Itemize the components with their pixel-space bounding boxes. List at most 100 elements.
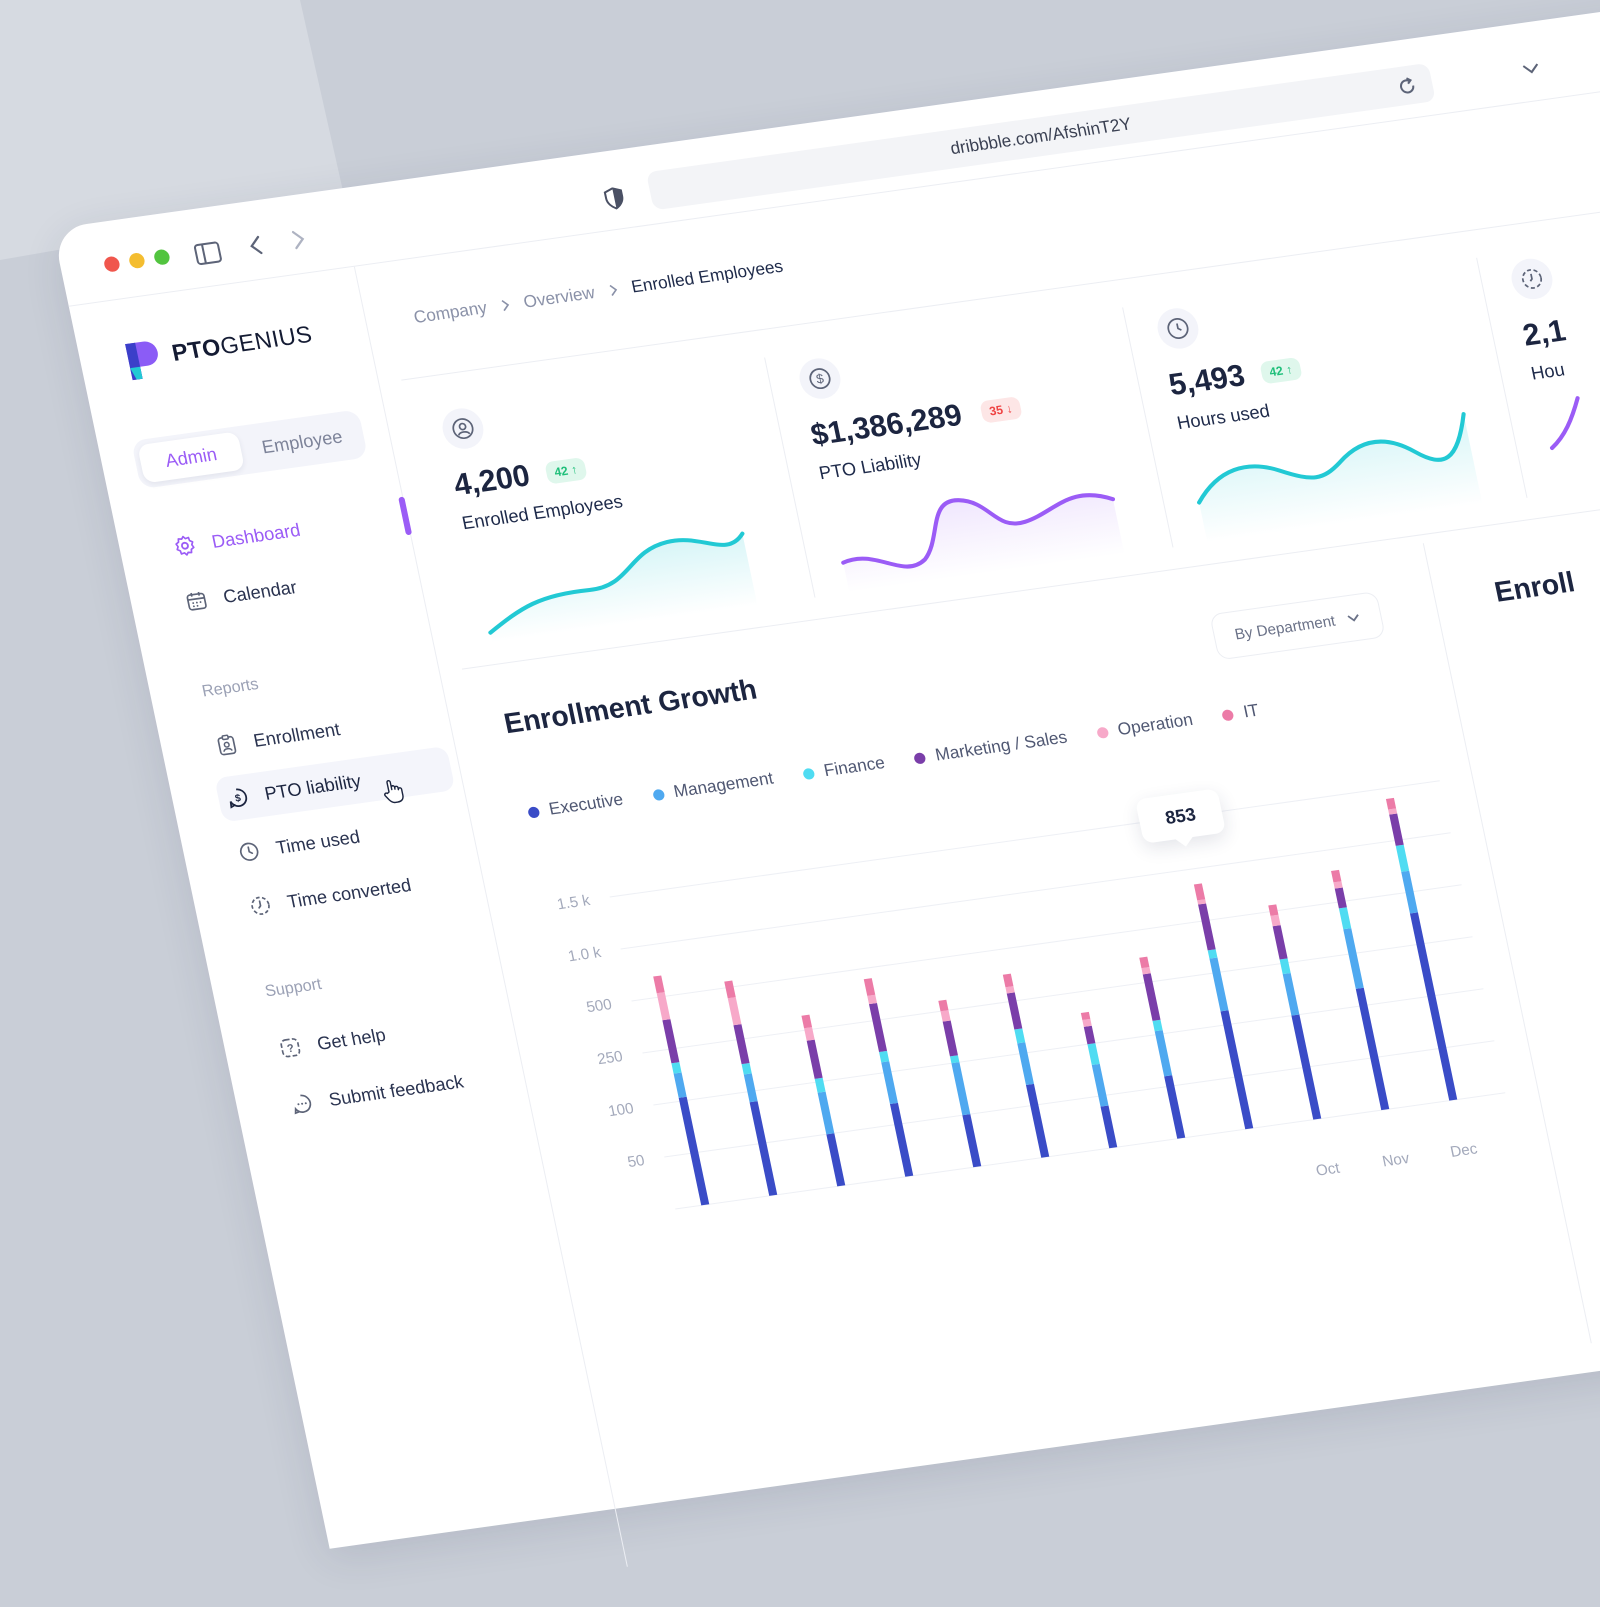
- help-icon: ?: [277, 1035, 304, 1060]
- bar-segment-operation: [867, 995, 877, 1004]
- sidebar-item-label: Enrollment: [252, 718, 342, 751]
- tooltip-value: 853: [1163, 804, 1197, 828]
- bar-segment-marketing-sales: [733, 1024, 749, 1064]
- bar-segment-finance: [1014, 1028, 1025, 1043]
- clock-dashed-icon: [1508, 256, 1556, 302]
- chevron-right-icon: [499, 298, 511, 313]
- calendar-icon: [183, 588, 210, 613]
- bar-segment-finance: [1152, 1020, 1162, 1032]
- bar-segment-it: [938, 1000, 948, 1012]
- dollar-icon: $: [796, 356, 844, 402]
- chevron-right-icon: [607, 283, 619, 298]
- legend-swatch: [527, 806, 540, 819]
- bar-segment-finance: [1339, 907, 1351, 929]
- dropdown-value: By Department: [1233, 612, 1337, 643]
- sidebar-item-label: Submit feedback: [327, 1071, 465, 1111]
- legend-swatch: [652, 788, 665, 801]
- admin-tab[interactable]: Admin: [137, 431, 245, 483]
- bar-segment-finance: [1087, 1043, 1099, 1065]
- bar-segment-operation: [1082, 1019, 1091, 1027]
- bar-segment-it: [1268, 904, 1278, 916]
- bar-segment-management: [744, 1073, 758, 1102]
- bar-segment-finance: [671, 1062, 681, 1074]
- bar-segment-marketing-sales: [1084, 1026, 1096, 1044]
- sidebar-item-label: Time converted: [285, 874, 413, 912]
- svg-text:?: ?: [286, 1043, 295, 1056]
- browser-window: dribbble.com/AfshinT2Y PTOGENIUS Admin E…: [60, 2, 1600, 1540]
- stat-label: Hou: [1529, 359, 1566, 385]
- bar-segment-executive: [1101, 1106, 1118, 1149]
- bar-segment-marketing-sales: [1198, 903, 1216, 950]
- trend-badge: 42 ↑: [544, 457, 587, 484]
- bar-segment-executive: [826, 1133, 845, 1186]
- bar-segment-finance: [742, 1063, 752, 1075]
- legend-swatch: [1096, 726, 1109, 739]
- stat-value: 2,1: [1520, 314, 1569, 354]
- bar-segment-management: [1017, 1042, 1034, 1085]
- dollar-icon: $: [225, 785, 252, 810]
- legend-swatch: [802, 767, 815, 780]
- y-tick-label: 1.5 k: [556, 892, 592, 913]
- employee-tab[interactable]: Employee: [242, 415, 362, 469]
- user-icon: [439, 406, 487, 452]
- bar-segment-it: [1386, 798, 1396, 810]
- bar-segment-marketing-sales: [662, 1019, 679, 1063]
- chevron-down-icon[interactable]: [1521, 62, 1542, 77]
- bar-segment-operation: [1141, 967, 1150, 974]
- trend-badge: 42 ↑: [1259, 357, 1302, 384]
- bar-segment-executive: [1220, 1010, 1253, 1129]
- sidebar-item-label: PTO liability: [263, 770, 363, 804]
- trend-badge: 35 ↓: [979, 396, 1022, 423]
- bar-segment-operation: [1005, 986, 1014, 993]
- gridline: [621, 833, 1451, 949]
- gear-icon: [172, 533, 199, 558]
- bar-segment-it: [1139, 957, 1149, 969]
- bar-segment-management: [951, 1062, 970, 1115]
- shield-icon[interactable]: [602, 186, 627, 211]
- bar-segment-it: [653, 975, 664, 993]
- reload-icon[interactable]: [1395, 75, 1419, 98]
- gridline: [642, 937, 1472, 1053]
- bar-segment-finance: [950, 1055, 959, 1063]
- bar-segment-marketing-sales: [1007, 992, 1023, 1029]
- chevron-down-icon: [1346, 612, 1361, 623]
- stat-value: 5,493: [1166, 359, 1248, 404]
- bar-segment-management: [1283, 973, 1300, 1016]
- stat-card-hours-used: 5,493 42 ↑ Hours used: [1120, 248, 1532, 558]
- gridline: [653, 989, 1483, 1105]
- stat-card-enrolled: 4,200 42 ↑ Enrolled Employees: [405, 348, 817, 658]
- sidebar-item-label: Time used: [274, 826, 362, 859]
- y-tick-label: 250: [596, 1048, 625, 1068]
- stat-value: 4,200: [451, 459, 533, 504]
- sidebar-item-label: Get help: [315, 1024, 387, 1055]
- svg-text:$: $: [234, 793, 242, 805]
- bar-segment-finance: [1208, 949, 1218, 958]
- y-tick-label: 500: [585, 996, 614, 1016]
- stat-card-pto-liability: $ $1,386,289 35 ↓ PTO Liability: [762, 298, 1174, 608]
- x-tick-label: Oct: [1314, 1160, 1342, 1180]
- bar-segment-it: [1081, 1012, 1090, 1020]
- bar-segment-management: [1343, 928, 1364, 989]
- bar-segment-management: [674, 1073, 687, 1098]
- bar-segment-it: [801, 1015, 812, 1029]
- bar-segment-executive: [1026, 1084, 1049, 1158]
- bar-segment-marketing-sales: [1273, 925, 1288, 959]
- bar-segment-management: [1092, 1064, 1109, 1107]
- y-tick-label: 100: [607, 1100, 636, 1120]
- sidebar-item-label: Calendar: [221, 576, 298, 607]
- bar-segment-marketing-sales: [1335, 888, 1347, 909]
- bar-segment-executive: [1410, 912, 1457, 1100]
- gridline: [632, 885, 1462, 1001]
- bar-segment-executive: [962, 1114, 981, 1167]
- badge-value: 42: [1268, 363, 1284, 379]
- x-tick-label: Dec: [1449, 1140, 1480, 1161]
- bar-segment-marketing-sales: [943, 1021, 958, 1057]
- badge-value: 35: [988, 403, 1004, 419]
- logo-bold: PTO: [170, 333, 224, 366]
- sidebar-item-label: Dashboard: [210, 519, 302, 552]
- bar-segment-management: [1155, 1030, 1172, 1076]
- bar-segment-operation: [1270, 915, 1280, 927]
- badge-value: 42: [553, 464, 569, 480]
- bar-segment-marketing-sales: [807, 1040, 823, 1079]
- sidebar-toggle-icon[interactable]: [193, 240, 224, 266]
